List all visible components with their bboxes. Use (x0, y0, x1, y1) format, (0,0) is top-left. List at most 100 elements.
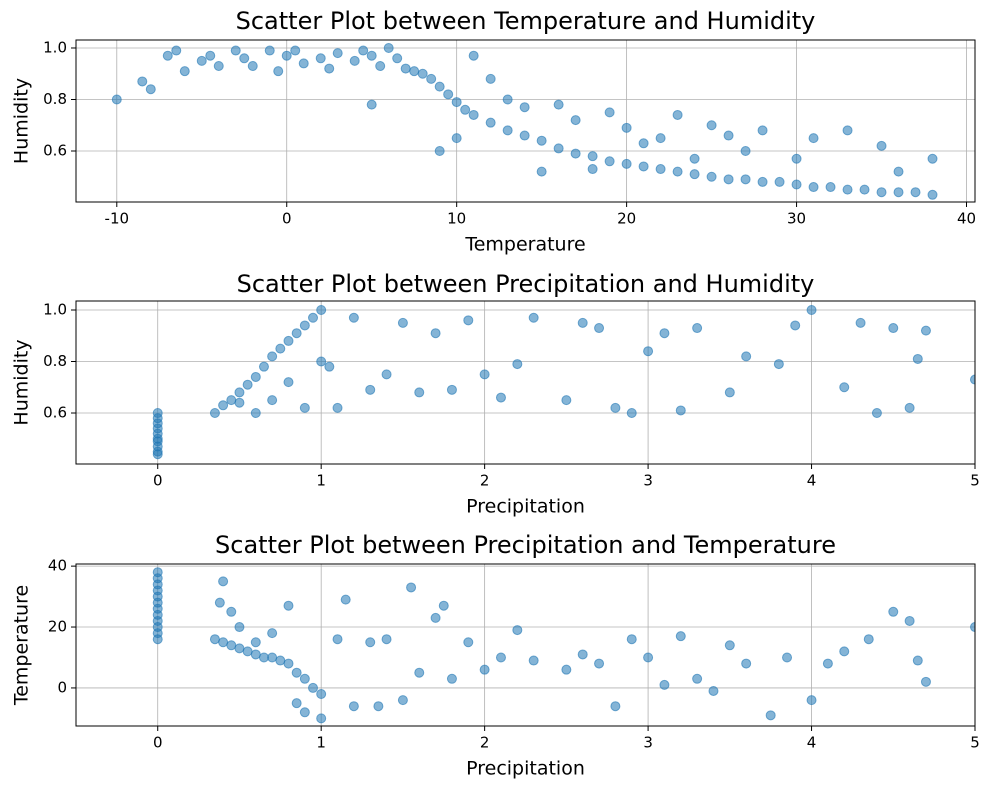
point (179, 66, 190, 77)
point (315, 53, 326, 64)
point (621, 122, 632, 133)
x-axis-label: Temperature (464, 234, 585, 256)
point (808, 182, 819, 193)
point (258, 652, 269, 663)
point (626, 408, 637, 419)
point (904, 402, 915, 413)
point (723, 130, 734, 141)
y-tick-label: 0.6 (43, 142, 67, 160)
point (970, 374, 975, 385)
point (502, 94, 513, 105)
point (740, 146, 751, 157)
point (839, 646, 850, 657)
point (791, 153, 802, 164)
point (283, 335, 294, 346)
point (888, 606, 899, 617)
point (876, 187, 887, 198)
point (409, 66, 420, 77)
point (250, 371, 261, 382)
point (308, 682, 319, 693)
point (893, 166, 904, 177)
point (675, 405, 686, 416)
x-tick-label: 3 (643, 734, 653, 752)
point (137, 76, 148, 87)
point (267, 652, 278, 663)
point (299, 320, 310, 331)
point (417, 68, 428, 79)
point (152, 408, 163, 419)
point (145, 84, 156, 95)
point (863, 634, 874, 645)
point (443, 89, 454, 100)
point (528, 312, 539, 323)
point (570, 115, 581, 126)
y-tick-label: 0.6 (43, 404, 67, 422)
y-tick-label: 1.0 (43, 38, 67, 56)
point (463, 637, 474, 648)
point (446, 384, 457, 395)
point (594, 658, 605, 669)
point (209, 634, 220, 645)
point (536, 166, 547, 177)
point (250, 408, 261, 419)
point (765, 710, 776, 721)
points (111, 42, 938, 200)
subplot: -10 0 10 20 30 40 0.6 0.8 1.0 Scatter Plot betwee… (11, 7, 977, 256)
point (273, 66, 284, 77)
point (842, 184, 853, 195)
point (316, 356, 327, 367)
point (275, 655, 286, 666)
point (495, 652, 506, 663)
x-tick-label: 5 (970, 734, 980, 752)
point (519, 130, 530, 141)
point (281, 50, 292, 61)
point (218, 576, 229, 587)
points (152, 305, 975, 460)
point (468, 50, 479, 61)
point (348, 312, 359, 323)
point (375, 61, 386, 72)
point (495, 392, 506, 403)
point (741, 658, 752, 669)
point (162, 50, 173, 61)
point (587, 151, 598, 162)
point (247, 61, 258, 72)
point (610, 701, 621, 712)
point (239, 53, 250, 64)
point (528, 655, 539, 666)
point (152, 446, 163, 457)
point (406, 582, 417, 593)
point (414, 667, 425, 678)
chart-title: Scatter Plot between Precipitation and H… (237, 270, 815, 298)
point (689, 153, 700, 164)
point (430, 328, 441, 339)
point (723, 174, 734, 185)
y-tick-label: 20 (48, 618, 67, 636)
point (291, 667, 302, 678)
point (604, 107, 615, 118)
x-tick-label: 3 (643, 472, 653, 490)
point (610, 402, 621, 413)
point (381, 369, 392, 380)
point (638, 161, 649, 172)
axes-frame (75, 39, 976, 203)
point (479, 664, 490, 675)
point (876, 140, 887, 151)
point (773, 359, 784, 370)
point (822, 658, 833, 669)
point (479, 369, 490, 380)
point (332, 402, 343, 413)
point (264, 45, 275, 56)
point (316, 689, 327, 700)
point (171, 45, 182, 56)
point (226, 640, 237, 651)
x-tick-label: 0 (153, 472, 163, 490)
point (349, 55, 360, 66)
point (782, 652, 793, 663)
point (451, 97, 462, 108)
point (806, 695, 817, 706)
point (741, 351, 752, 362)
point (910, 187, 921, 198)
x-tick-label: -10 (105, 210, 130, 228)
